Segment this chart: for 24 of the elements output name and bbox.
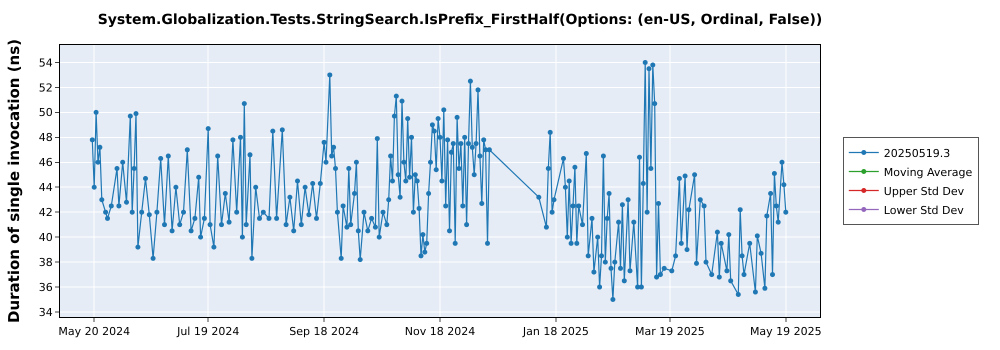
x-tick-label: Jan 18 2025 bbox=[522, 325, 589, 338]
x-tick-label: May 20 2024 bbox=[58, 325, 130, 338]
x-tick-label: Mar 19 2025 bbox=[635, 325, 705, 338]
y-tick-label: 42 bbox=[38, 206, 53, 220]
y-tick-label: 52 bbox=[38, 81, 53, 94]
chart-title: System.Globalization.Tests.StringSearch.IsPrefix_FirstHalf(Options: (en-US, Ordinal, False)) bbox=[98, 12, 822, 28]
y-tick-label: 44 bbox=[38, 181, 53, 194]
x-tick-label: Sep 18 2024 bbox=[289, 325, 359, 338]
x-tick-label: Jul 19 2024 bbox=[176, 325, 240, 338]
y-tick-label: 36 bbox=[38, 280, 53, 294]
y-tick-label: 48 bbox=[38, 131, 53, 144]
legend-label: Upper Std Dev bbox=[884, 184, 965, 198]
y-tick-label: 54 bbox=[38, 56, 53, 70]
y-tick-label: 34 bbox=[38, 306, 53, 319]
y-tick-label: 40 bbox=[38, 231, 53, 244]
y-tick-label: 46 bbox=[38, 156, 53, 170]
legend-label: 20250519.3 bbox=[884, 146, 950, 160]
y-tick-label: 50 bbox=[38, 106, 53, 120]
x-tick-label: Nov 18 2024 bbox=[404, 325, 476, 338]
y-tick-label: 38 bbox=[38, 256, 53, 269]
y-axis-title: Duration of single invocation (ns) bbox=[5, 39, 24, 323]
legend-label: Moving Average bbox=[884, 166, 972, 179]
x-tick-label: May 19 2025 bbox=[750, 325, 822, 338]
legend-label: Lower Std Dev bbox=[884, 204, 964, 217]
